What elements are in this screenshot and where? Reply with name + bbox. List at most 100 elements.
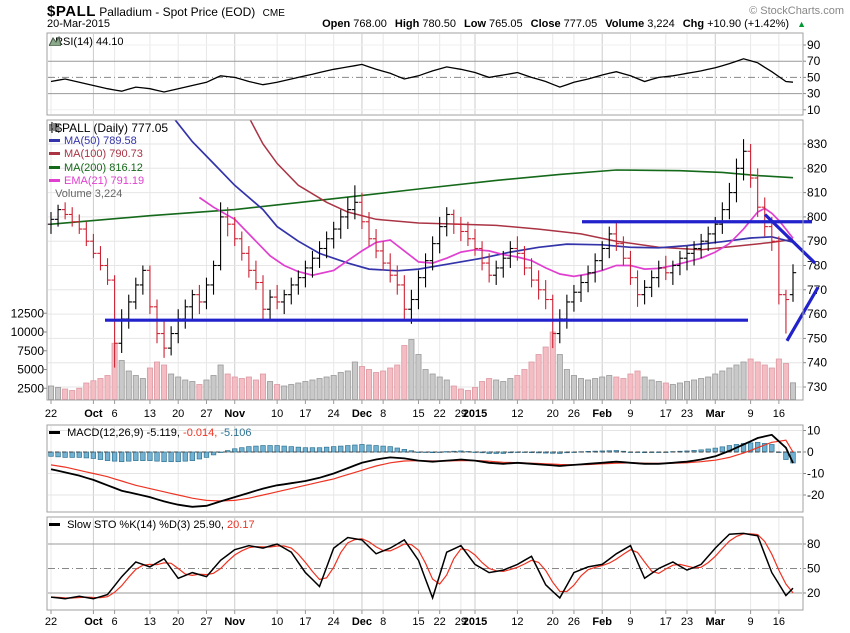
symbol: $PALL	[47, 3, 96, 20]
svg-text:730: 730	[807, 380, 827, 394]
svg-text:2015: 2015	[463, 616, 487, 628]
svg-text:17: 17	[299, 408, 311, 420]
svg-text:Nov: Nov	[224, 616, 246, 628]
svg-text:22: 22	[434, 616, 446, 628]
svg-text:29: 29	[455, 408, 467, 420]
svg-text:30: 30	[807, 87, 821, 101]
stockcharts-credit: © StockCharts.com	[749, 5, 844, 17]
svg-text:740: 740	[807, 356, 827, 370]
svg-text:16: 16	[773, 616, 785, 628]
svg-text:17: 17	[660, 616, 672, 628]
macd-hist-value: -5.106	[220, 427, 252, 439]
svg-text:24: 24	[328, 408, 340, 420]
svg-text:Oct: Oct	[84, 616, 103, 628]
svg-text:23: 23	[681, 408, 693, 420]
sto-d-value: 20.17	[227, 519, 255, 531]
price-legend: $PALL (Daily) 777.05 MA(50) 789.58 MA(10…	[49, 121, 169, 201]
svg-text:12500: 12500	[11, 306, 45, 320]
rsi-legend: RSI(14) 44.10	[49, 36, 124, 48]
svg-text:12: 12	[511, 616, 523, 628]
svg-text:Mar: Mar	[705, 616, 725, 628]
macd-legend: MACD(12,26,9) -5.119, -0.014, -5.106	[49, 427, 252, 439]
quote-open: Open 768.00	[322, 18, 387, 30]
svg-text:760: 760	[807, 307, 827, 321]
exchange: CME	[262, 8, 285, 19]
svg-text:800: 800	[807, 210, 827, 224]
price-legend-ema21: EMA(21) 791.19	[49, 175, 168, 188]
svg-text:17: 17	[299, 616, 311, 628]
svg-text:6: 6	[112, 408, 118, 420]
svg-text:790: 790	[807, 234, 827, 248]
svg-text:9: 9	[627, 616, 633, 628]
svg-text:70: 70	[807, 54, 821, 68]
svg-text:2500: 2500	[17, 381, 44, 395]
svg-text:24: 24	[328, 616, 340, 628]
macd-signal-value: -0.014,	[183, 427, 218, 439]
quote-date: 20-Mar-2015	[47, 18, 110, 30]
ma200-line-swatch	[49, 165, 60, 169]
svg-text:90: 90	[807, 38, 821, 52]
svg-text:830: 830	[807, 137, 827, 151]
svg-text:780: 780	[807, 259, 827, 273]
ma100-line-swatch	[49, 152, 60, 156]
svg-text:23: 23	[681, 616, 693, 628]
svg-text:13: 13	[144, 616, 156, 628]
svg-text:17: 17	[660, 408, 672, 420]
quote-high: High 780.50	[394, 18, 456, 30]
svg-text:26: 26	[568, 616, 580, 628]
svg-text:Feb: Feb	[592, 616, 612, 628]
svg-text:810: 810	[807, 186, 827, 200]
svg-text:20: 20	[547, 616, 559, 628]
svg-text:9: 9	[748, 408, 754, 420]
svg-text:Mar: Mar	[705, 408, 725, 420]
svg-text:10000: 10000	[11, 325, 45, 339]
price-legend-ma200: MA(200) 816.12	[49, 162, 168, 175]
rsi-legend-label: RSI(14) 44.10	[55, 36, 124, 48]
svg-text:20: 20	[807, 586, 821, 600]
svg-text:29: 29	[455, 616, 467, 628]
svg-text:15: 15	[412, 408, 424, 420]
svg-text:0: 0	[807, 445, 814, 459]
svg-text:10: 10	[271, 408, 283, 420]
price-legend-volume: Volume 3,224	[49, 123, 168, 201]
sto-legend-label: Slow STO %K(14) %D(3) 25.90,	[67, 519, 224, 531]
sto-legend: Slow STO %K(14) %D(3) 25.90, 20.17	[49, 519, 255, 531]
svg-text:5000: 5000	[17, 363, 44, 377]
svg-text:12: 12	[511, 408, 523, 420]
svg-text:Dec: Dec	[352, 408, 372, 420]
svg-text:Nov: Nov	[224, 408, 246, 420]
svg-text:50: 50	[807, 70, 821, 84]
svg-text:15: 15	[412, 616, 424, 628]
svg-text:Oct: Oct	[84, 408, 103, 420]
svg-text:80: 80	[807, 537, 821, 551]
svg-text:Dec: Dec	[352, 616, 372, 628]
macd-legend-label: MACD(12,26,9) -5.119,	[67, 427, 180, 439]
price-legend-main: $PALL (Daily) 777.05	[49, 121, 169, 135]
quote-close: Close 777.05	[530, 18, 598, 30]
svg-text:22: 22	[45, 616, 57, 628]
svg-text:820: 820	[807, 161, 827, 175]
svg-text:20: 20	[172, 616, 184, 628]
svg-text:9: 9	[627, 408, 633, 420]
svg-text:6: 6	[112, 616, 118, 628]
svg-text:8: 8	[380, 408, 386, 420]
sto-line-swatch	[49, 523, 60, 526]
svg-text:9: 9	[748, 616, 754, 628]
svg-text:750: 750	[807, 331, 827, 345]
quote-low: Low 765.05	[464, 18, 523, 30]
chart-header: $PALL Palladium - Spot Price (EOD) CME	[47, 3, 285, 20]
svg-text:50: 50	[807, 562, 821, 576]
macd-line-swatch	[49, 431, 60, 434]
svg-text:27: 27	[200, 616, 212, 628]
svg-text:13: 13	[144, 408, 156, 420]
svg-text:Feb: Feb	[592, 408, 612, 420]
svg-text:22: 22	[434, 408, 446, 420]
symbol-description: Palladium - Spot Price (EOD)	[99, 5, 256, 19]
quote-change: Chg +10.90 (+1.42%)	[682, 18, 790, 30]
svg-text:8: 8	[380, 616, 386, 628]
ma50-line-swatch	[49, 139, 60, 143]
svg-text:10: 10	[807, 103, 821, 117]
svg-text:20: 20	[172, 408, 184, 420]
